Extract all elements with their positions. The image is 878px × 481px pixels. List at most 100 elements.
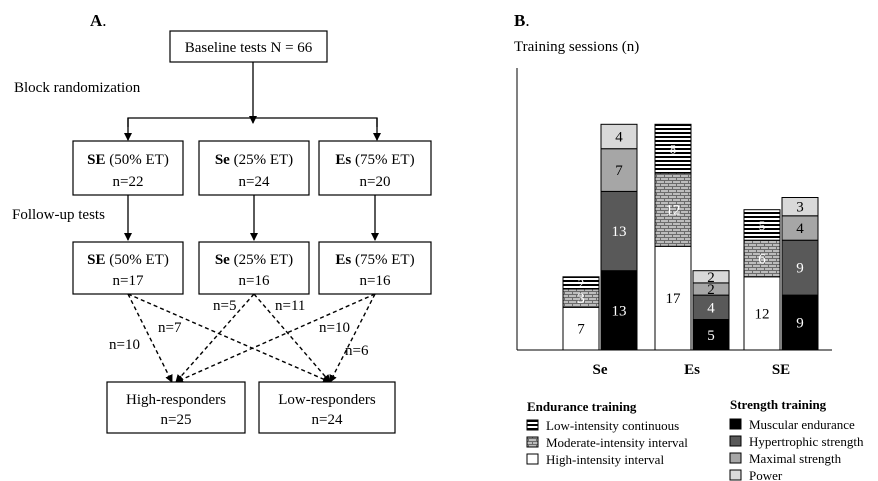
group-n: n=22	[113, 174, 144, 190]
responder-label: Low-responders	[278, 392, 376, 408]
svg-text:Se (25% ET): Se (25% ET)	[215, 152, 293, 168]
group-box-se-follow: SE (50% ET) n=17	[72, 241, 184, 295]
bar-value-label: 12	[666, 203, 681, 219]
flow-label: n=5	[213, 298, 236, 314]
svg-text:Se (25% ET): Se (25% ET)	[215, 252, 293, 268]
bar-value-label: 6	[758, 252, 766, 268]
bar-value-label: 3	[577, 291, 585, 307]
bar-segment-es-moderate-intensity-interval	[654, 172, 692, 247]
category-labels: Se Es SE	[593, 362, 791, 378]
chart-legend: Endurance training Low-intensity continu…	[526, 397, 864, 481]
panel-a-label-dot: .	[102, 11, 106, 30]
arrow-se-to-low	[127, 293, 331, 383]
legend-swatch-low-intensity	[526, 419, 539, 431]
group-code: Se	[215, 252, 230, 268]
bar-value-label: 5	[759, 218, 766, 233]
category-label-es: Es	[684, 362, 700, 378]
bar-segment-se-power	[781, 197, 819, 217]
bar-segment-es-power	[692, 270, 730, 284]
panel-b-title: B.	[514, 11, 530, 30]
legend-item: Hypertrophic strength	[749, 434, 864, 449]
bar-value-label: 7	[577, 322, 585, 338]
legend-swatch-muscular-endurance	[729, 418, 742, 430]
high-responders-box: High-responders n=25	[106, 381, 246, 434]
arrow-es-to-high	[175, 293, 376, 383]
bar-value-label: 2	[707, 282, 715, 298]
legend-swatch-high-intensity	[526, 453, 539, 465]
legend-endurance-title: Endurance training	[527, 399, 637, 414]
group-box-se-small-top: Se (25% ET) n=24	[198, 140, 310, 196]
bar-value-label: 8	[670, 142, 677, 157]
svg-text:Es (75% ET): Es (75% ET)	[335, 252, 414, 268]
group-desc: (75% ET)	[351, 252, 414, 268]
block-randomization-label: Block randomization	[14, 80, 141, 96]
group-desc: (50% ET)	[106, 252, 169, 268]
bar-value-label: 13	[612, 303, 627, 319]
responder-n: n=24	[312, 412, 343, 428]
bar-value-label: 13	[612, 224, 627, 240]
responder-arrows	[127, 293, 376, 383]
bar-segment-es-low-intensity-continuous	[654, 123, 692, 174]
group-desc: (75% ET)	[351, 152, 414, 168]
category-label-se: Se	[593, 362, 608, 378]
legend-item: Muscular endurance	[749, 417, 855, 432]
bar-value-label: 4	[615, 130, 623, 146]
bar-segment-se-low-intensity-continuous	[743, 209, 781, 241]
responder-n: n=25	[161, 412, 192, 428]
group-n: n=16	[360, 273, 391, 289]
randomization-connectors	[124, 62, 381, 141]
low-responders-box: Low-responders n=24	[258, 381, 396, 434]
bar-value-label: 2	[578, 276, 585, 291]
flow-label: n=10	[319, 320, 350, 336]
legend-swatch-power	[729, 469, 742, 481]
group-n: n=16	[239, 273, 270, 289]
chart-ylabel: Training sessions (n)	[514, 39, 639, 55]
panel-b-label-dot: .	[525, 11, 529, 30]
group-n: n=17	[113, 273, 144, 289]
category-label-se: SE	[772, 362, 790, 378]
panel-a-title: A.	[90, 11, 107, 30]
follow-up-arrows	[124, 195, 379, 241]
baseline-text: Baseline tests N = 66	[185, 40, 313, 56]
group-code: SE	[87, 152, 105, 168]
group-code: Es	[335, 152, 351, 168]
group-desc: (25% ET)	[230, 252, 293, 268]
arrow-se-to-high	[127, 293, 173, 383]
arrow-se-small-to-high	[175, 293, 255, 383]
legend-item: Low-intensity continuous	[546, 418, 679, 433]
bar-value-label: 5	[707, 328, 715, 344]
group-desc: (50% ET)	[106, 152, 169, 168]
group-n: n=20	[360, 174, 391, 190]
legend-swatch-maximal	[729, 452, 742, 464]
bar-value-label: 4	[796, 221, 804, 237]
svg-text:Es (75% ET): Es (75% ET)	[335, 152, 414, 168]
baseline-box	[169, 30, 328, 63]
bar-value-label: 7	[615, 163, 623, 179]
group-box-es-follow: Es (75% ET) n=16	[318, 241, 432, 295]
panel-a-label: A	[90, 11, 103, 30]
flow-label: n=6	[345, 343, 369, 359]
bar-value-label: 17	[666, 291, 682, 307]
follow-up-label: Follow-up tests	[12, 207, 105, 223]
legend-item: High-intensity interval	[546, 452, 664, 467]
bar-segment-se-hypertrophic-strength	[781, 239, 819, 296]
legend-item: Maximal strength	[749, 451, 842, 466]
legend-swatch-hypertrophic	[729, 435, 742, 447]
flow-label: n=10	[109, 337, 140, 353]
legend-swatch-moderate-intensity	[526, 436, 539, 448]
arrow-se-small-to-low	[253, 293, 331, 383]
bar-value-label: 2	[707, 270, 715, 286]
bar-value-label: 9	[796, 261, 804, 277]
bar-segment-es-hypertrophic-strength	[692, 294, 730, 321]
panel-b: B. Training sessions (n) 732131374171285…	[514, 11, 864, 481]
bar-value-label: 12	[755, 306, 770, 322]
svg-text:SE (50% ET): SE (50% ET)	[87, 252, 169, 268]
group-box-se-top: SE (50% ET) n=22	[72, 140, 184, 196]
panel-b-label: B	[514, 11, 525, 30]
flow-label: n=7	[158, 320, 182, 336]
bar-segment-se-high-intensity-interval	[743, 276, 781, 351]
group-desc: (25% ET)	[230, 152, 293, 168]
group-code: SE	[87, 252, 105, 268]
